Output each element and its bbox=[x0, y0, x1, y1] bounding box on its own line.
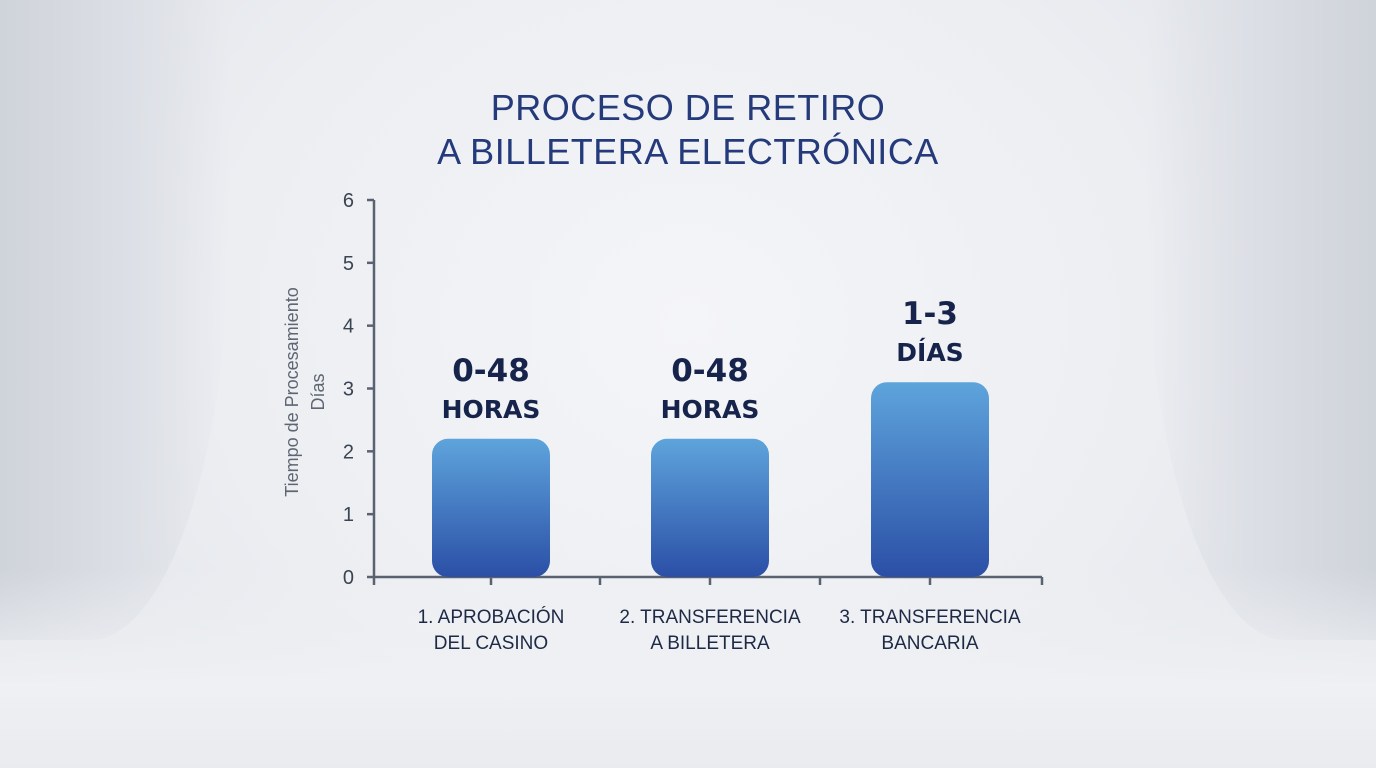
bar-value-label: 0-48 bbox=[452, 353, 530, 389]
bar-value-label: 1-3 bbox=[902, 296, 958, 332]
x-category-label: 2. TRANSFERENCIA A BILLETERA bbox=[619, 607, 801, 654]
x-category-label: 1. APROBACIÓN DEL CASINO bbox=[418, 606, 565, 654]
chart-title-line-2: A BILLETERA ELECTRÓNICA bbox=[437, 131, 939, 172]
y-tick-label: 1 bbox=[343, 504, 354, 526]
bar-unit-label: DÍAS bbox=[896, 338, 963, 367]
y-tick-label: 4 bbox=[343, 316, 354, 338]
y-tick-label: 0 bbox=[343, 567, 354, 589]
chart-title-line-1: PROCESO DE RETIRO bbox=[490, 87, 886, 128]
bar bbox=[651, 438, 769, 577]
bar-value-label: 0-48 bbox=[671, 353, 749, 389]
x-category-label: 3. TRANSFERENCIA BANCARIA bbox=[839, 607, 1021, 654]
chart-bars bbox=[432, 382, 989, 577]
y-tick-label: 3 bbox=[343, 379, 354, 401]
bar bbox=[432, 438, 550, 577]
backdrop-floor bbox=[0, 568, 1376, 768]
bar bbox=[871, 382, 989, 577]
bar-unit-label: HORAS bbox=[442, 395, 541, 424]
y-tick-label: 6 bbox=[343, 190, 354, 212]
chart-labels: 0-48 HORAS 1. APROBACIÓN DEL CASINO 0-48 HORA… bbox=[418, 296, 1021, 654]
y-tick-label: 5 bbox=[343, 253, 354, 275]
chart-title: PROCESO DE RETIRO A BILLETERA ELECTRÓNIC… bbox=[0, 86, 1376, 174]
bar-unit-label: HORAS bbox=[661, 395, 760, 424]
y-axis-label: Tiempo de Procesamiento Días bbox=[282, 287, 328, 496]
y-tick-label: 2 bbox=[343, 441, 354, 463]
